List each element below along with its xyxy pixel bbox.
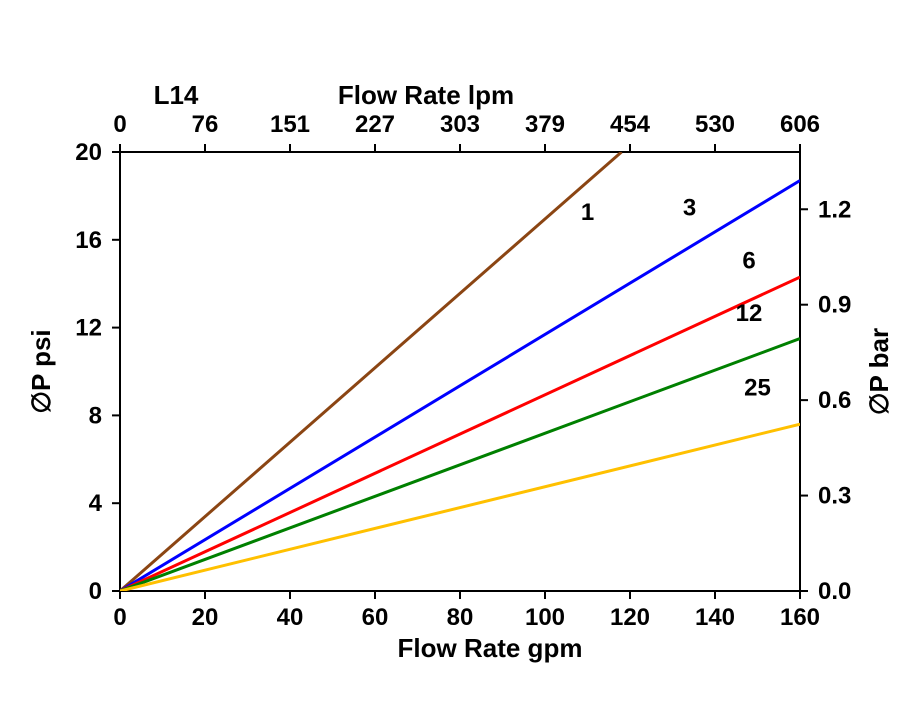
x-axis-label: Flow Rate gpm: [398, 633, 583, 663]
y-right-tick-label: 1.2: [818, 196, 851, 223]
series-label: 3: [683, 195, 696, 222]
y-tick-label: 8: [89, 402, 102, 429]
y-right-axis-label: ∅P bar: [864, 328, 894, 415]
x-tick-label: 40: [277, 604, 304, 631]
x-tick-label: 120: [610, 604, 650, 631]
x-tick-label: 140: [695, 604, 735, 631]
x-top-tick-label: 227: [355, 111, 395, 138]
x-top-tick-label: 530: [695, 111, 735, 138]
x-tick-label: 160: [780, 604, 820, 631]
y-tick-label: 0: [89, 578, 102, 605]
x-top-axis-label: Flow Rate lpm: [338, 80, 514, 110]
x-top-tick-label: 379: [525, 111, 565, 138]
series-label: 6: [742, 247, 755, 274]
x-top-tick-label: 0: [113, 111, 126, 138]
series-label: 12: [736, 300, 763, 327]
x-top-tick-label: 303: [440, 111, 480, 138]
y-tick-label: 20: [75, 139, 102, 166]
series-label: 1: [581, 199, 594, 226]
x-tick-label: 20: [192, 604, 219, 631]
y-axis-label: ∅P psi: [26, 329, 56, 413]
x-top-tick-label: 76: [192, 111, 219, 138]
y-right-tick-label: 0.6: [818, 387, 851, 414]
y-tick-label: 12: [75, 315, 102, 342]
x-tick-label: 100: [525, 604, 565, 631]
x-tick-label: 80: [447, 604, 474, 631]
x-top-tick-label: 606: [780, 111, 820, 138]
x-top-tick-label: 151: [270, 111, 310, 138]
chart-svg: 0204060801001201401600761512273033794545…: [0, 0, 908, 702]
x-top-tick-label: 454: [610, 111, 651, 138]
y-right-tick-label: 0.0: [818, 578, 851, 605]
model-label: L14: [154, 80, 199, 110]
y-tick-label: 4: [89, 490, 103, 517]
y-right-tick-label: 0.3: [818, 483, 851, 510]
y-right-tick-label: 0.9: [818, 292, 851, 319]
series-label: 25: [744, 375, 771, 402]
x-tick-label: 0: [113, 604, 126, 631]
chart-container: { "chart": { "type": "line", "model_labe…: [0, 0, 908, 702]
y-tick-label: 16: [75, 227, 102, 254]
x-tick-label: 60: [362, 604, 389, 631]
